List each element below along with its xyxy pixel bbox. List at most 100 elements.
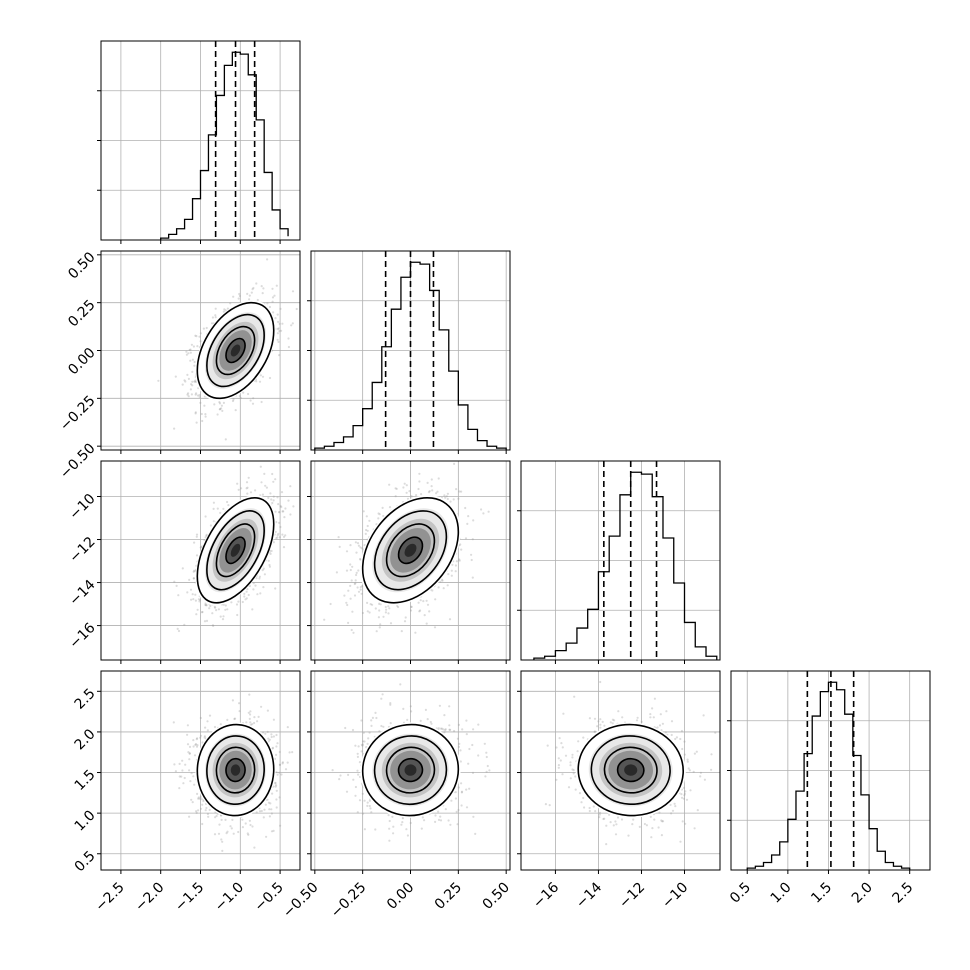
scatter-point xyxy=(201,610,204,614)
scatter-point xyxy=(189,780,192,783)
scatter-point xyxy=(229,302,232,305)
scatter-point xyxy=(275,745,278,748)
histogram-step xyxy=(533,471,718,660)
scatter-point xyxy=(274,587,277,590)
scatter-point xyxy=(268,815,271,818)
scatter-point xyxy=(232,295,235,298)
scatter-point xyxy=(279,307,282,310)
scatter-point xyxy=(216,507,219,510)
scatter-point xyxy=(194,412,197,415)
scatter-point xyxy=(204,415,207,418)
scatter-point xyxy=(186,591,189,594)
scatter-point xyxy=(235,603,239,606)
panel-content xyxy=(311,251,510,450)
scatter-point xyxy=(249,713,252,716)
scatter-point xyxy=(199,332,202,335)
scatter-point xyxy=(345,601,348,604)
scatter-point xyxy=(464,506,467,510)
scatter-point xyxy=(189,348,192,351)
scatter-point xyxy=(394,487,397,490)
y-tick-label: −10 xyxy=(66,491,98,523)
scatter-point xyxy=(272,311,275,314)
scatter-point xyxy=(441,579,444,582)
scatter-point xyxy=(214,606,217,609)
scatter-point xyxy=(251,825,254,828)
scatter-point xyxy=(417,487,420,491)
scatter-point xyxy=(249,399,252,402)
scatter-point xyxy=(230,601,233,604)
scatter-point xyxy=(480,508,483,511)
scatter-point xyxy=(275,537,278,540)
scatter-point xyxy=(471,538,474,541)
scatter-point xyxy=(417,601,420,604)
scatter-point xyxy=(212,624,215,627)
panel-content xyxy=(521,461,720,660)
density-fill xyxy=(230,543,241,557)
scatter-point xyxy=(187,352,190,355)
scatter-point xyxy=(271,472,274,476)
scatter-point xyxy=(190,598,193,601)
scatter-point xyxy=(232,832,235,835)
panel-frame xyxy=(100,250,301,451)
scatter-point xyxy=(388,506,392,509)
scatter-point xyxy=(247,392,250,396)
scatter-point xyxy=(272,495,275,498)
panel-frame xyxy=(520,460,721,661)
scatter-point xyxy=(244,598,247,601)
scatter-point xyxy=(178,762,181,766)
contour-line xyxy=(225,337,246,364)
panel-frame xyxy=(310,250,511,451)
scatter-point xyxy=(174,375,177,378)
scatter-point xyxy=(384,611,387,614)
scatter-point xyxy=(194,599,197,602)
scatter-point xyxy=(408,490,411,493)
scatter-point xyxy=(232,398,235,401)
scatter-point xyxy=(242,391,245,394)
scatter-point xyxy=(190,383,193,386)
scatter-point xyxy=(357,590,361,593)
scatter-point xyxy=(356,586,359,589)
scatter-point xyxy=(430,485,433,488)
scatter-point xyxy=(434,598,437,601)
scatter-point xyxy=(214,307,217,310)
scatter-point xyxy=(198,395,201,398)
histogram-step xyxy=(160,51,289,240)
scatter-point xyxy=(193,380,196,383)
scatter-point xyxy=(360,547,363,550)
scatter-point xyxy=(252,588,255,591)
scatter-point xyxy=(267,737,270,740)
scatter-point xyxy=(450,574,453,577)
scatter-point xyxy=(178,775,181,778)
scatter-point xyxy=(178,787,181,790)
scatter-point xyxy=(419,599,422,602)
scatter-point xyxy=(191,370,194,373)
scatter-point xyxy=(291,322,294,325)
scatter-point xyxy=(281,533,284,536)
scatter-point xyxy=(177,629,181,633)
scatter-point xyxy=(215,609,218,612)
scatter-point xyxy=(262,567,265,570)
scatter-point xyxy=(425,622,428,625)
scatter-point xyxy=(279,824,282,827)
scatter-point xyxy=(254,489,257,492)
scatter-point xyxy=(174,770,177,773)
scatter-point xyxy=(268,563,271,567)
scatter-point xyxy=(246,486,249,489)
scatter-point xyxy=(260,285,263,288)
scatter-point xyxy=(199,546,202,549)
scatter-point xyxy=(277,503,280,506)
scatter-point xyxy=(403,620,407,623)
scatter-point xyxy=(388,607,391,610)
scatter-point xyxy=(281,762,284,765)
scatter-point xyxy=(365,528,368,532)
scatter-point xyxy=(420,493,423,496)
scatter-point xyxy=(290,324,293,327)
scatter-point xyxy=(222,401,225,404)
scatter-point xyxy=(209,604,212,608)
scatter-point xyxy=(226,307,229,310)
scatter-point xyxy=(402,486,405,489)
scatter-point xyxy=(173,427,176,430)
scatter-point xyxy=(360,592,363,595)
scatter-point xyxy=(362,510,365,513)
scatter-point xyxy=(404,616,407,619)
